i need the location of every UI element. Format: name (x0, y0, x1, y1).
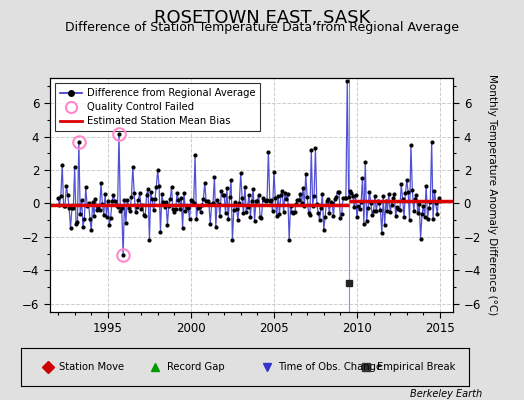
Text: Time of Obs. Change: Time of Obs. Change (279, 362, 383, 372)
Text: Station Move: Station Move (59, 362, 124, 372)
Text: Record Gap: Record Gap (167, 362, 224, 372)
Text: Difference of Station Temperature Data from Regional Average: Difference of Station Temperature Data f… (65, 21, 459, 34)
Y-axis label: Monthly Temperature Anomaly Difference (°C): Monthly Temperature Anomaly Difference (… (487, 74, 497, 316)
Legend: Difference from Regional Average, Quality Control Failed, Estimated Station Mean: Difference from Regional Average, Qualit… (55, 83, 260, 131)
Text: Empirical Break: Empirical Break (377, 362, 455, 372)
Text: Berkeley Earth: Berkeley Earth (410, 389, 482, 399)
Text: ROSETOWN EAST, SASK: ROSETOWN EAST, SASK (154, 9, 370, 27)
